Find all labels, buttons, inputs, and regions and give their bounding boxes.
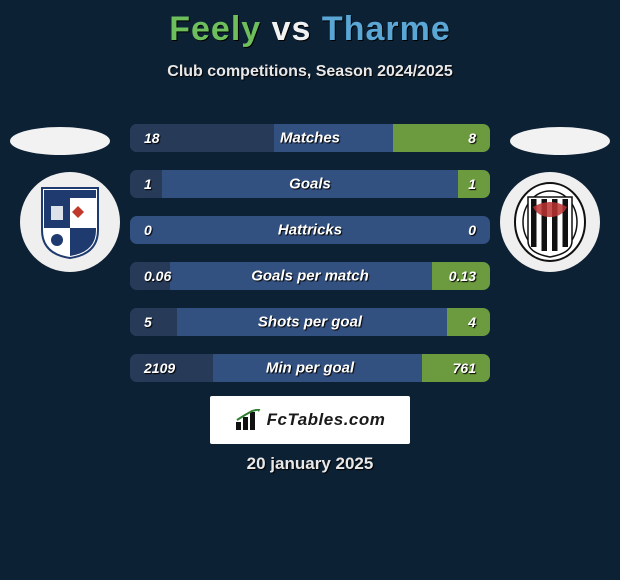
stat-label: Hattricks [278, 222, 342, 239]
stat-value-left: 0.06 [144, 268, 171, 284]
brand-text: FcTables.com [267, 410, 386, 430]
brand-badge: FcTables.com [210, 396, 410, 444]
stat-value-left: 0 [144, 222, 152, 238]
player2-platform [510, 127, 610, 155]
stat-value-right: 4 [468, 314, 476, 330]
stat-value-right: 1 [468, 176, 476, 192]
stat-row: 0.06 0.13 Goals per match [130, 262, 490, 290]
player1-platform [10, 127, 110, 155]
stat-row: 18 8 Matches [130, 124, 490, 152]
stat-value-left: 18 [144, 130, 160, 146]
stat-value-right: 761 [453, 360, 476, 376]
fctables-logo-icon [235, 409, 263, 431]
player1-name: Feely [169, 10, 261, 48]
stat-row: 1 1 Goals [130, 170, 490, 198]
vs-text: vs [272, 10, 312, 48]
stat-label: Min per goal [266, 360, 354, 377]
team-badge-right [500, 172, 600, 272]
subtitle: Club competitions, Season 2024/2025 [0, 63, 620, 81]
grimsby-crest-icon [513, 181, 587, 263]
stat-bars: 18 8 Matches 1 1 Goals 0 0 Hattricks 0.06 0.13 Goal… [130, 124, 490, 400]
snapshot-date: 20 january 2025 [0, 454, 620, 474]
comparison-title: Feely vs Tharme [0, 0, 620, 49]
stat-label: Goals [289, 176, 331, 193]
stat-value-left: 5 [144, 314, 152, 330]
player2-name: Tharme [322, 10, 451, 48]
stat-value-right: 8 [468, 130, 476, 146]
stat-label: Goals per match [251, 268, 369, 285]
stat-bar-left [130, 308, 177, 336]
stat-value-right: 0 [468, 222, 476, 238]
stat-row: 0 0 Hattricks [130, 216, 490, 244]
team-badge-left [20, 172, 120, 272]
stat-row: 2109 761 Min per goal [130, 354, 490, 382]
stat-value-left: 1 [144, 176, 152, 192]
stat-row: 5 4 Shots per goal [130, 308, 490, 336]
stat-label: Shots per goal [258, 314, 362, 331]
stat-label: Matches [280, 130, 340, 147]
stat-value-right: 0.13 [449, 268, 476, 284]
barrow-crest-icon [38, 184, 102, 260]
stat-value-left: 2109 [144, 360, 175, 376]
